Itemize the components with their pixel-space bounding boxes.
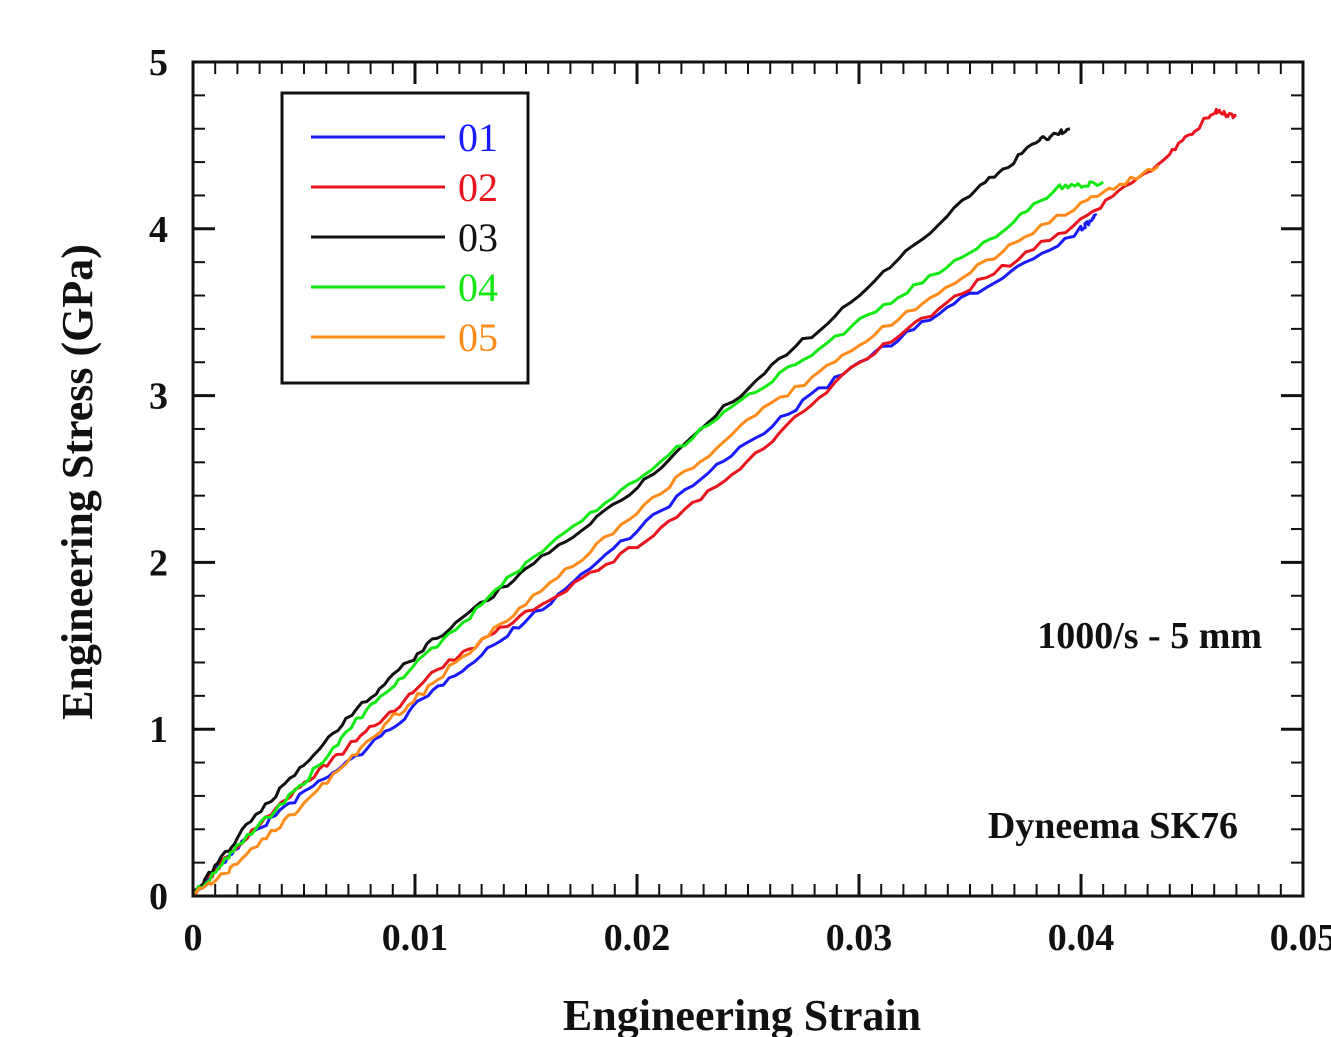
x-axis-ticks: 0 0.01 0.02 0.03 0.04 0.05 — [184, 62, 1331, 959]
series-lines — [191, 107, 1237, 898]
series-line-03 — [191, 127, 1071, 897]
y-tick-label: 2 — [149, 542, 168, 584]
series-line-01 — [191, 213, 1098, 897]
x-tick-label: 0.04 — [1048, 917, 1115, 959]
series-line-04 — [191, 180, 1104, 897]
x-tick-label: 0.05 — [1270, 917, 1331, 959]
y-axis-title: Engineering Stress (GPa) — [53, 244, 102, 720]
y-tick-label: 5 — [149, 42, 168, 84]
x-tick-label: 0.02 — [604, 917, 671, 959]
legend-label-04: 04 — [458, 265, 498, 310]
y-tick-label: 1 — [149, 709, 168, 751]
legend-label-03: 03 — [458, 215, 498, 260]
legend-label-05: 05 — [458, 315, 498, 360]
plot-frame — [191, 60, 1305, 898]
x-tick-label: 0.03 — [826, 917, 893, 959]
annotation-rate: 1000/s - 5 mm — [1037, 615, 1262, 657]
legend-label-01: 01 — [458, 115, 498, 160]
y-tick-label: 3 — [149, 376, 168, 418]
x-tick-label: 0 — [184, 917, 203, 959]
legend-label-02: 02 — [458, 165, 498, 210]
y-tick-label: 4 — [149, 209, 168, 251]
legend: 01 02 03 04 05 — [280, 91, 530, 385]
x-tick-label: 0.01 — [382, 917, 449, 959]
minor-ticks — [193, 62, 1303, 896]
annotation-material: Dyneema SK76 — [988, 805, 1238, 847]
series-line-05 — [191, 164, 1160, 897]
x-axis-title: Engineering Strain — [563, 991, 921, 1037]
y-tick-label: 0 — [149, 876, 168, 918]
